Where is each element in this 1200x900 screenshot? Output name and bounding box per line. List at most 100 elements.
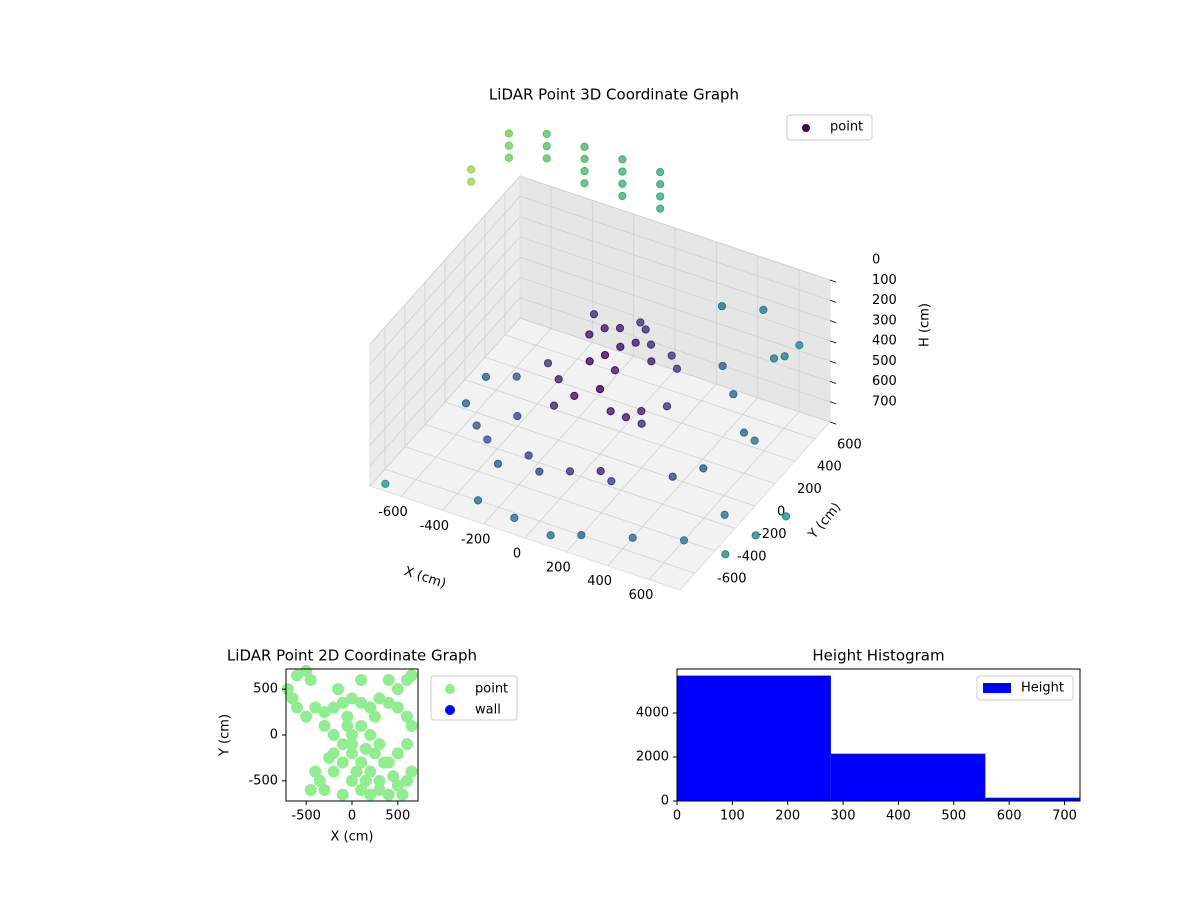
grid-line	[519, 195, 831, 301]
point	[387, 770, 400, 783]
point	[543, 359, 553, 368]
point	[341, 710, 354, 723]
point	[405, 765, 418, 778]
grid-line	[369, 317, 521, 487]
y-tick-label: -400	[737, 549, 767, 564]
point	[291, 669, 303, 682]
point	[699, 464, 708, 473]
point	[718, 361, 727, 371]
point	[472, 421, 481, 430]
x-tick-label: 500	[941, 809, 966, 824]
point	[336, 756, 349, 769]
legend-marker	[802, 124, 810, 132]
point	[656, 167, 665, 177]
point	[373, 692, 386, 705]
point	[662, 402, 672, 411]
point	[346, 692, 358, 705]
point	[600, 350, 610, 360]
point	[618, 155, 627, 164]
point	[382, 788, 395, 801]
x-tick-label: 300	[831, 809, 856, 824]
point	[570, 391, 579, 400]
point	[336, 788, 349, 801]
tick-mark	[829, 401, 837, 405]
point	[542, 129, 551, 139]
point	[504, 129, 514, 138]
bars	[677, 675, 1080, 801]
tick-mark	[829, 360, 837, 364]
point	[373, 738, 386, 751]
x-tick-label: -400	[420, 519, 450, 534]
point	[313, 774, 326, 787]
point	[668, 472, 677, 481]
point	[595, 384, 605, 394]
point	[373, 784, 386, 796]
point	[481, 372, 491, 381]
point	[647, 357, 656, 366]
point	[364, 701, 377, 714]
point	[585, 330, 594, 339]
point	[341, 719, 354, 732]
z-tick-label: 600	[872, 374, 897, 389]
x-tick-label: -200	[461, 533, 491, 548]
y-tick-label: 0	[777, 505, 785, 520]
point	[381, 479, 390, 488]
point	[391, 701, 404, 714]
point	[281, 683, 294, 696]
point	[332, 683, 345, 696]
point	[309, 701, 322, 714]
point	[401, 710, 413, 723]
y-tick-label: 2000	[636, 750, 669, 765]
point	[382, 696, 395, 709]
point	[346, 738, 358, 751]
point	[401, 774, 413, 787]
point	[580, 179, 589, 188]
point	[304, 784, 317, 796]
point	[542, 142, 551, 151]
point	[618, 191, 627, 201]
point	[304, 674, 317, 686]
point	[607, 477, 616, 486]
point	[327, 701, 340, 714]
grid-line	[444, 401, 756, 507]
point	[327, 747, 340, 760]
point	[466, 177, 476, 186]
point	[336, 738, 349, 751]
point	[364, 765, 377, 778]
point	[759, 305, 768, 314]
grid-line	[369, 256, 521, 426]
grid-line	[519, 277, 831, 382]
tick-mark	[829, 320, 837, 324]
z-tick-label: 300	[872, 313, 897, 328]
point	[636, 318, 645, 327]
point	[656, 180, 665, 189]
grid-line	[404, 446, 716, 552]
x-tick-label: 500	[385, 809, 410, 824]
y-tick-label: 600	[837, 437, 862, 452]
grid-line	[519, 297, 831, 403]
point	[318, 706, 331, 719]
point	[405, 669, 418, 682]
x-tick-label: 600	[997, 809, 1022, 824]
point	[300, 664, 313, 677]
point	[618, 167, 627, 176]
point	[346, 729, 358, 741]
point	[667, 351, 676, 360]
point	[504, 153, 514, 162]
chart-title: LiDAR Point 2D Coordinate Graph	[227, 647, 477, 665]
legend-label: point	[830, 120, 863, 135]
point	[656, 204, 665, 213]
point	[631, 338, 640, 347]
grid-line	[424, 424, 736, 529]
point	[461, 399, 471, 408]
point	[596, 467, 605, 476]
point	[717, 302, 727, 311]
x-tick-label: 0	[513, 547, 521, 562]
tick-mark	[829, 421, 837, 425]
point	[580, 166, 589, 176]
point	[512, 372, 521, 381]
point	[641, 325, 650, 334]
point	[628, 533, 637, 542]
x-axis-label: X (cm)	[331, 830, 374, 845]
